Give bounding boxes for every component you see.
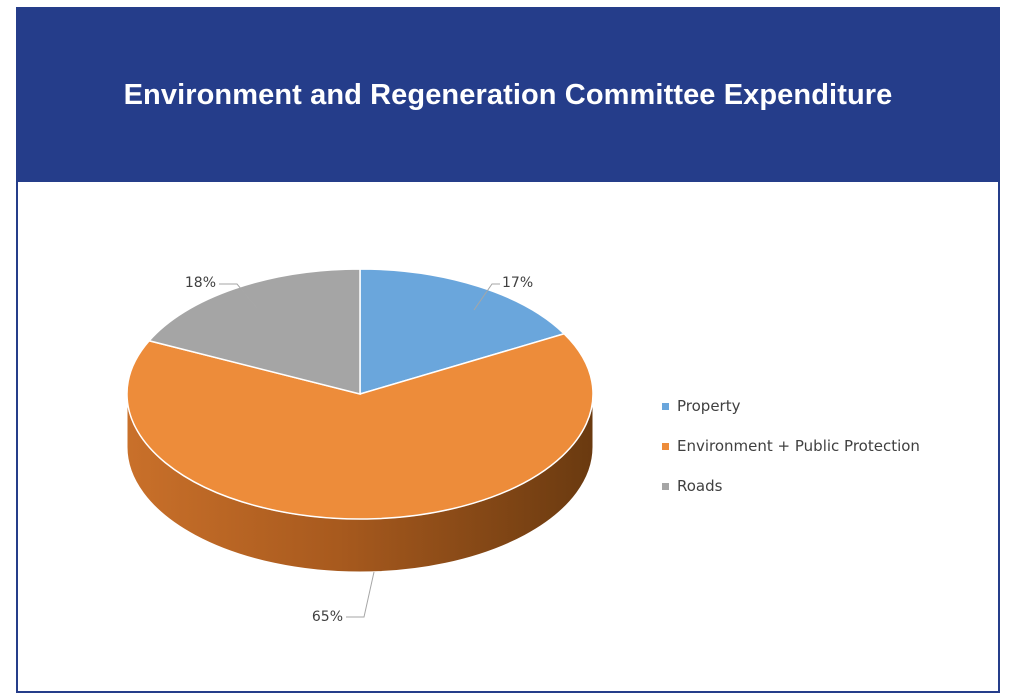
legend-label-environment: Environment + Public Protection [677,437,920,455]
legend-label-property: Property [677,397,741,415]
data-label-property: 17% [502,275,533,291]
legend: Property Environment + Public Protection… [662,386,920,506]
leader-line-property [473,283,500,311]
pie-slice-roads [147,268,361,395]
pie-slice-environment-public-protection [126,332,594,520]
leader-line-environment-public-protection [346,571,375,618]
legend-swatch-roads [662,482,669,490]
legend-swatch-environment [662,442,669,450]
legend-label-roads: Roads [677,477,723,495]
legend-item-environment: Environment + Public Protection [662,426,920,466]
pie-slice-property [359,268,566,396]
data-label-roads: 18% [185,275,216,291]
legend-item-property: Property [662,386,920,426]
legend-item-roads: Roads [662,466,920,506]
title-banner: Environment and Regeneration Committee E… [18,9,998,182]
leader-line-roads [219,283,258,309]
chart-title: Environment and Regeneration Committee E… [123,79,893,111]
data-label-environment-public-protection: 65% [312,609,343,625]
legend-swatch-property [662,402,669,410]
